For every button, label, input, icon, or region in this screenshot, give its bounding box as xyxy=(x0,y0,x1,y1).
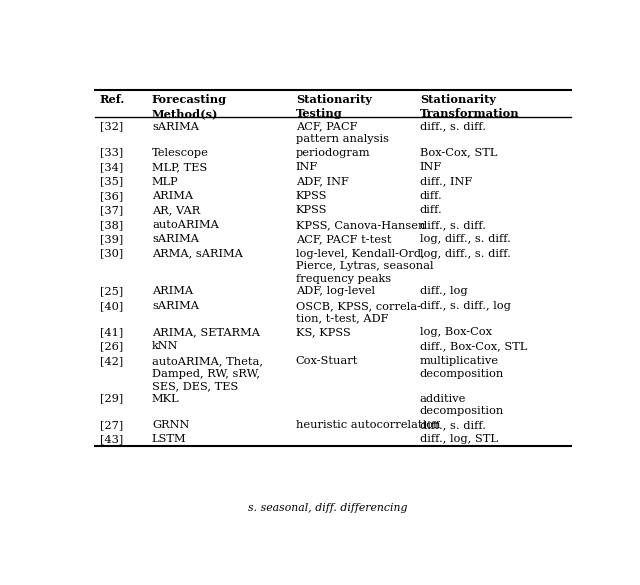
Text: diff., log, STL: diff., log, STL xyxy=(420,434,498,444)
Text: OSCB, KPSS, correla-
tion, t-test, ADF: OSCB, KPSS, correla- tion, t-test, ADF xyxy=(296,301,420,324)
Text: KS, KPSS: KS, KPSS xyxy=(296,327,351,337)
Text: additive
decomposition: additive decomposition xyxy=(420,394,504,417)
Text: diff., s. diff.: diff., s. diff. xyxy=(420,420,486,430)
Text: diff., log: diff., log xyxy=(420,287,467,297)
Text: GRNN: GRNN xyxy=(152,420,189,430)
Text: diff., INF: diff., INF xyxy=(420,177,472,187)
Text: [43]: [43] xyxy=(100,434,123,444)
Text: [41]: [41] xyxy=(100,327,123,337)
Text: diff., s. diff.: diff., s. diff. xyxy=(420,220,486,230)
Text: diff., s. diff.: diff., s. diff. xyxy=(420,122,486,132)
Text: [29]: [29] xyxy=(100,394,123,404)
Text: diff., Box-Cox, STL: diff., Box-Cox, STL xyxy=(420,342,527,352)
Text: sARIMA: sARIMA xyxy=(152,301,199,311)
Text: Box-Cox, STL: Box-Cox, STL xyxy=(420,147,497,158)
Text: Ref.: Ref. xyxy=(100,94,125,105)
Text: log, diff., s. diff.: log, diff., s. diff. xyxy=(420,234,511,244)
Text: [30]: [30] xyxy=(100,249,123,259)
Text: Stationarity
Transformation: Stationarity Transformation xyxy=(420,94,520,119)
Text: MKL: MKL xyxy=(152,394,180,404)
Text: KPSS: KPSS xyxy=(296,191,327,201)
Text: ADF, INF: ADF, INF xyxy=(296,177,349,187)
Text: [33]: [33] xyxy=(100,147,123,158)
Text: diff., s. diff., log: diff., s. diff., log xyxy=(420,301,511,311)
Text: Stationarity
Testing: Stationarity Testing xyxy=(296,94,372,119)
Text: [25]: [25] xyxy=(100,287,123,297)
Text: [40]: [40] xyxy=(100,301,123,311)
Text: [38]: [38] xyxy=(100,220,123,230)
Text: periodogram: periodogram xyxy=(296,147,371,158)
Text: sARIMA: sARIMA xyxy=(152,122,199,132)
Text: [37]: [37] xyxy=(100,205,123,215)
Text: ARIMA, SETARMA: ARIMA, SETARMA xyxy=(152,327,260,337)
Text: diff.: diff. xyxy=(420,205,442,215)
Text: log-level, Kendall-Ord,
Pierce, Lytras, seasonal
frequency peaks: log-level, Kendall-Ord, Pierce, Lytras, … xyxy=(296,249,433,284)
Text: ARIMA: ARIMA xyxy=(152,287,193,297)
Text: [35]: [35] xyxy=(100,177,123,187)
Text: autoARIMA: autoARIMA xyxy=(152,220,219,230)
Text: INF: INF xyxy=(420,162,442,172)
Text: ADF, log-level: ADF, log-level xyxy=(296,287,375,297)
Text: INF: INF xyxy=(296,162,318,172)
Text: multiplicative
decomposition: multiplicative decomposition xyxy=(420,356,504,378)
Text: autoARIMA, Theta,
Damped, RW, sRW,
SES, DES, TES: autoARIMA, Theta, Damped, RW, sRW, SES, … xyxy=(152,356,263,391)
Text: LSTM: LSTM xyxy=(152,434,186,444)
Text: MLP: MLP xyxy=(152,177,179,187)
Text: AR, VAR: AR, VAR xyxy=(152,205,200,215)
Text: [39]: [39] xyxy=(100,234,123,244)
Text: Forecasting
Method(s): Forecasting Method(s) xyxy=(152,94,227,119)
Text: sARIMA: sARIMA xyxy=(152,234,199,244)
Text: [27]: [27] xyxy=(100,420,123,430)
Text: Telescope: Telescope xyxy=(152,147,209,158)
Text: [36]: [36] xyxy=(100,191,123,201)
Text: ACF, PACF t-test: ACF, PACF t-test xyxy=(296,234,391,244)
Text: MLP, TES: MLP, TES xyxy=(152,162,207,172)
Text: [32]: [32] xyxy=(100,122,123,132)
Text: [26]: [26] xyxy=(100,342,123,352)
Text: [42]: [42] xyxy=(100,356,123,366)
Text: ARMA, sARIMA: ARMA, sARIMA xyxy=(152,249,243,259)
Text: ARIMA: ARIMA xyxy=(152,191,193,201)
Text: ACF, PACF
pattern analysis: ACF, PACF pattern analysis xyxy=(296,122,388,144)
Text: Cox-Stuart: Cox-Stuart xyxy=(296,356,358,366)
Text: [34]: [34] xyxy=(100,162,123,172)
Text: kNN: kNN xyxy=(152,342,179,352)
Text: log, Box-Cox: log, Box-Cox xyxy=(420,327,492,337)
Text: log, diff., s. diff.: log, diff., s. diff. xyxy=(420,249,511,259)
Text: KPSS, Canova-Hansen: KPSS, Canova-Hansen xyxy=(296,220,425,230)
Text: s. seasonal, diff. differencing: s. seasonal, diff. differencing xyxy=(248,503,408,512)
Text: KPSS: KPSS xyxy=(296,205,327,215)
Text: diff.: diff. xyxy=(420,191,442,201)
Text: heuristic autocorrelation: heuristic autocorrelation xyxy=(296,420,440,430)
